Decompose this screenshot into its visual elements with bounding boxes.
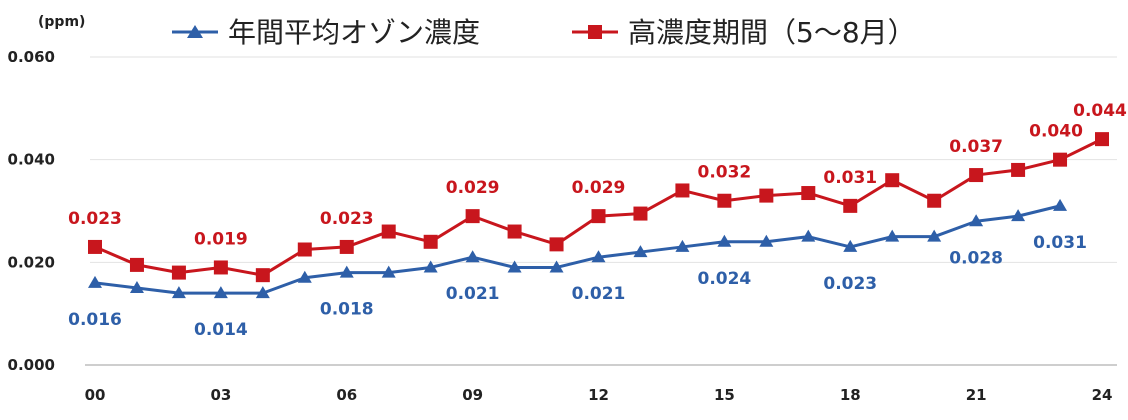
data-label: 0.044 [1073, 101, 1127, 121]
x-tick-label: 06 [336, 386, 357, 404]
data-point [549, 260, 564, 273]
data-point [927, 193, 942, 208]
data-point [843, 198, 858, 213]
data-point [927, 229, 942, 242]
data-point [507, 224, 522, 239]
data-point [171, 286, 186, 299]
data-label: 0.021 [446, 284, 500, 304]
legend-item: 高濃度期間（5～8月） [572, 16, 916, 49]
legend-square-marker [588, 25, 602, 39]
data-point [1053, 152, 1068, 167]
data-label: 0.021 [572, 284, 626, 304]
x-tick-label: 00 [85, 386, 106, 404]
data-label: 0.023 [320, 209, 374, 229]
series-high-concentration-period [88, 132, 1109, 283]
data-point [759, 234, 774, 247]
data-point [297, 270, 312, 283]
y-tick-label: 0.060 [8, 48, 55, 66]
legend-label: 高濃度期間（5～8月） [628, 16, 916, 49]
x-axis-ticks: 00 03 06 09 12 15 18 21 24 [85, 386, 1113, 404]
data-point [255, 268, 270, 283]
data-point [1011, 162, 1026, 177]
data-point [423, 234, 438, 249]
legend-label: 年間平均オゾン濃度 [228, 16, 480, 49]
y-unit-label: (ppm) [38, 14, 85, 30]
data-label: 0.016 [68, 310, 122, 330]
data-label: 0.018 [320, 300, 374, 320]
data-label: 0.023 [823, 274, 877, 294]
legend-triangle-marker [187, 25, 203, 38]
data-point [1053, 198, 1068, 211]
data-point [1095, 132, 1109, 147]
series-layer [88, 132, 1109, 299]
data-point [969, 168, 984, 183]
data-label: 0.040 [1029, 122, 1083, 142]
data-point [591, 250, 606, 263]
grid-lines [90, 56, 1117, 263]
data-point [969, 214, 984, 227]
series-annual-average [88, 198, 1068, 299]
data-point [381, 265, 396, 278]
data-point [885, 229, 900, 242]
data-point [843, 239, 858, 252]
data-point [255, 286, 270, 299]
data-point [465, 250, 480, 263]
data-label: 0.024 [697, 269, 751, 289]
data-point [423, 260, 438, 273]
data-point [591, 209, 606, 224]
data-label: 0.014 [194, 320, 248, 340]
y-tick-label: 0.040 [8, 151, 55, 169]
data-point [339, 239, 354, 254]
data-point [507, 260, 522, 273]
data-label: 0.037 [949, 137, 1003, 157]
data-point [801, 186, 816, 201]
data-point [88, 239, 102, 254]
data-point [885, 173, 900, 188]
data-labels: 0.016 0.014 0.018 0.021 0.021 0.024 0.023 0.028… [68, 101, 1127, 340]
y-tick-label: 0.000 [8, 356, 55, 374]
x-tick-label: 24 [1092, 386, 1113, 404]
data-point [633, 206, 648, 221]
data-label: 0.031 [823, 168, 877, 188]
series-line [94, 204, 1061, 295]
data-label: 0.032 [697, 163, 751, 183]
data-point [717, 234, 732, 247]
x-tick-label: 12 [588, 386, 609, 404]
x-tick-label: 18 [840, 386, 861, 404]
data-point [549, 237, 564, 252]
data-point [129, 257, 144, 272]
data-point [759, 188, 774, 203]
data-point [381, 224, 396, 239]
data-point [339, 265, 354, 278]
data-point [633, 245, 648, 258]
data-point [801, 229, 816, 242]
y-axis-ticks: 0.000 0.020 0.040 0.060 [8, 48, 55, 374]
data-point [88, 275, 102, 288]
data-point [171, 265, 186, 280]
data-point [675, 183, 690, 198]
x-tick-label: 03 [210, 386, 231, 404]
data-point [1011, 209, 1026, 222]
data-label: 0.028 [949, 248, 1003, 268]
data-point [675, 239, 690, 252]
data-label: 0.031 [1033, 233, 1087, 253]
x-tick-label: 15 [714, 386, 735, 404]
y-tick-label: 0.020 [8, 253, 55, 271]
data-label: 0.029 [446, 178, 500, 198]
legend: 年間平均オゾン濃度 高濃度期間（5～8月） [172, 16, 916, 49]
data-label: 0.023 [68, 209, 122, 229]
x-tick-label: 21 [966, 386, 987, 404]
data-point [213, 260, 228, 275]
data-point [129, 281, 144, 293]
data-point [717, 193, 732, 208]
legend-item: 年間平均オゾン濃度 [172, 16, 480, 49]
data-label: 0.029 [572, 178, 626, 198]
data-point [297, 242, 312, 257]
data-label: 0.019 [194, 229, 248, 249]
x-tick-label: 09 [462, 386, 483, 404]
data-point [465, 209, 480, 224]
data-point [213, 286, 228, 299]
